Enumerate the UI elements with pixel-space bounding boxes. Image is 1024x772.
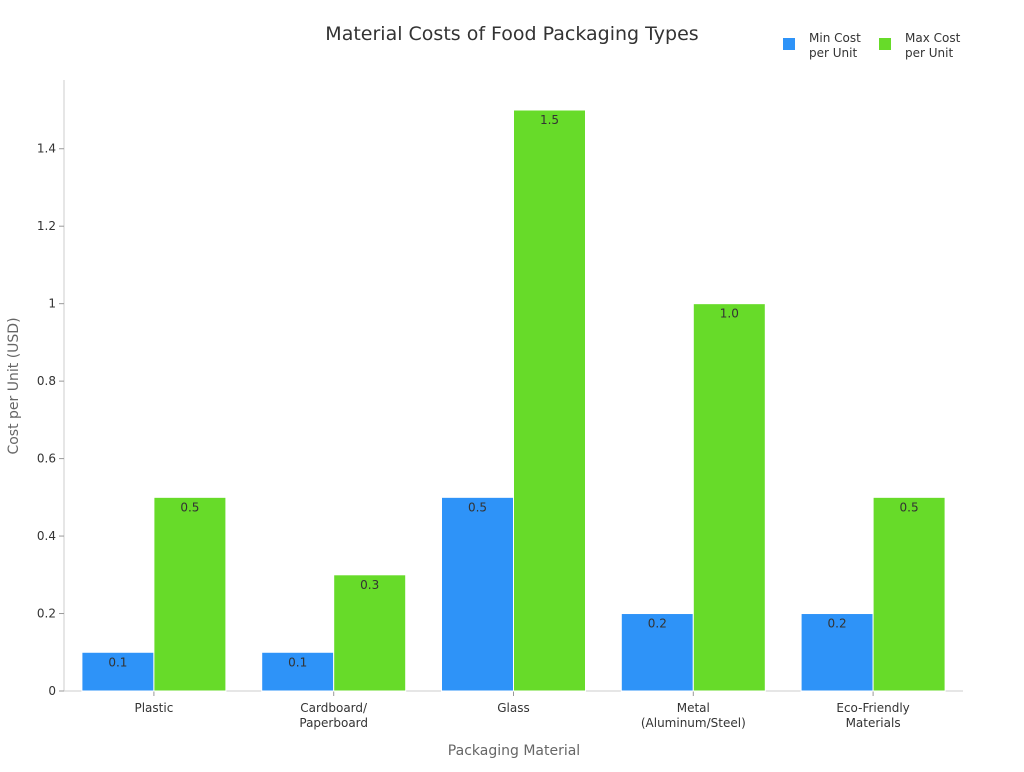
legend-swatch <box>879 38 891 50</box>
y-tick-label: 0 <box>48 684 56 698</box>
x-tick-label-line: Plastic <box>134 701 173 715</box>
x-axis-label: Packaging Material <box>448 743 580 759</box>
chart-title: Material Costs of Food Packaging Types <box>325 23 698 45</box>
y-tick-label: 1.4 <box>37 142 56 156</box>
data-label: 1.5 <box>540 113 559 127</box>
y-tick-label: 0.2 <box>37 607 56 621</box>
bar-max <box>692 303 766 692</box>
legend-label: Max Cost per Unit <box>905 31 961 60</box>
legend-label-line: Max Cost <box>905 31 961 45</box>
data-label: 0.5 <box>180 500 199 514</box>
y-tick-label: 0.6 <box>37 452 56 466</box>
bar-min <box>441 496 514 692</box>
bar-max <box>333 574 407 692</box>
bar-max <box>872 496 946 692</box>
y-tick-label: 1 <box>48 297 56 311</box>
x-tick-label-line: Glass <box>497 701 530 715</box>
data-label: 0.2 <box>828 617 847 631</box>
data-label: 0.3 <box>360 578 379 592</box>
bar-min <box>620 613 694 692</box>
y-tick-label: 0.8 <box>37 374 56 388</box>
legend-label: Min Cost per Unit <box>809 31 861 60</box>
x-tick-label: Eco-Friendly Materials <box>836 701 909 730</box>
legend-label-line: per Unit <box>905 46 953 60</box>
y-axis-label: Cost per Unit (USD) <box>6 317 22 454</box>
bar-min <box>800 613 874 692</box>
y-tick-label: 1.2 <box>37 219 56 233</box>
x-tick-label-line: Cardboard/ <box>300 701 368 715</box>
legend-label-line: per Unit <box>809 46 857 60</box>
x-tick-label-line: Paperboard <box>299 716 368 730</box>
y-tick-label: 0.4 <box>37 529 56 543</box>
bar-max <box>513 109 586 692</box>
x-tick-label-line: Materials <box>846 716 901 730</box>
bars: 0.1 0.5 0.1 0.3 0.5 1.5 0.2 1.0 0.2 0.5 <box>81 109 946 692</box>
data-label: 0.5 <box>900 500 919 514</box>
x-tick-label-line: Metal <box>677 701 710 715</box>
legend-label-line: Min Cost <box>809 31 861 45</box>
data-label: 0.1 <box>108 655 127 669</box>
x-tick-label: Metal (Aluminum/Steel) <box>641 701 746 730</box>
data-label: 0.5 <box>468 500 487 514</box>
bar-min <box>81 651 155 692</box>
x-tick-label: Cardboard/Paperboard <box>299 701 368 730</box>
x-tick-label-line: (Aluminum/Steel) <box>641 716 746 730</box>
data-label: 1.0 <box>720 307 739 321</box>
axes: 0 0.2 0.4 0.6 0.8 1 1.2 1.4 Plastic Cardboard/Pap… <box>37 80 963 730</box>
bar-max <box>153 496 227 692</box>
x-tick-label: Plastic <box>134 701 173 715</box>
x-tick-label-line: Eco-Friendly <box>836 701 909 715</box>
legend-swatch <box>783 38 795 50</box>
data-label: 0.1 <box>288 655 307 669</box>
x-tick-label: Glass <box>497 701 530 715</box>
data-label: 0.2 <box>648 617 667 631</box>
